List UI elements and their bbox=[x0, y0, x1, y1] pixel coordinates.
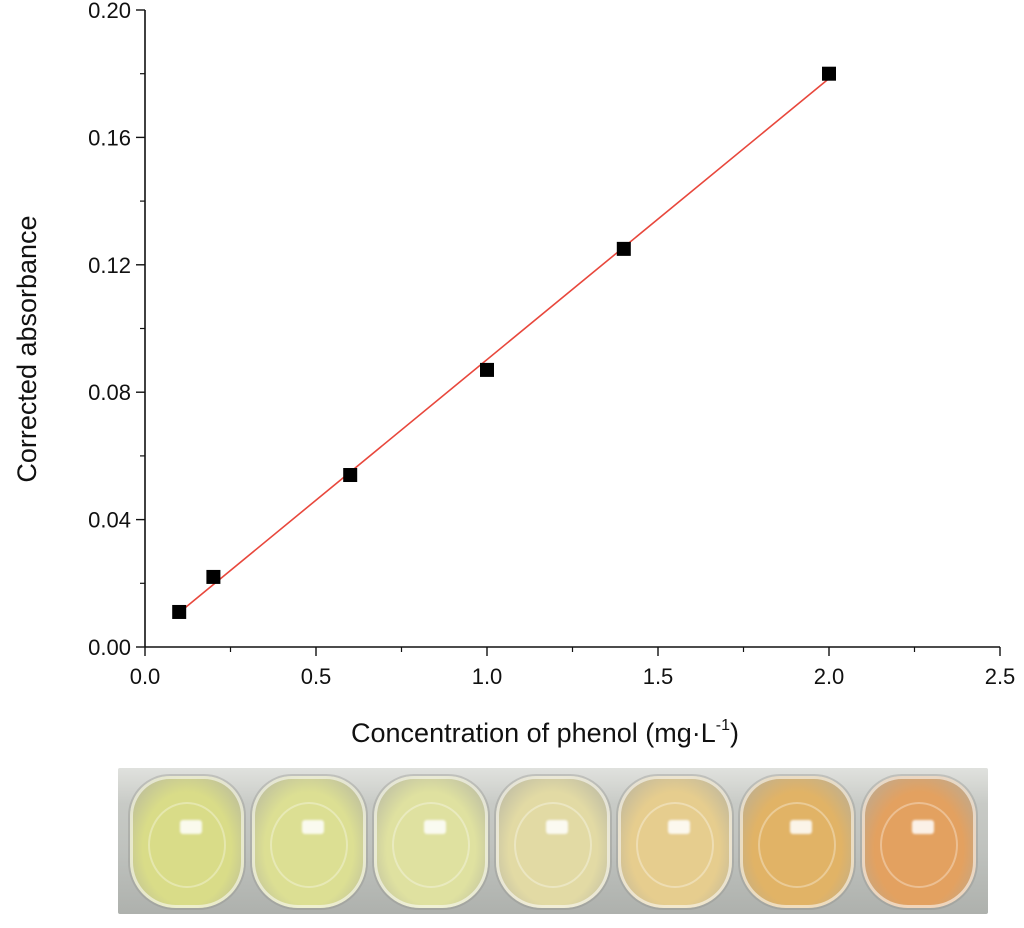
x-tick-label: 2.0 bbox=[814, 664, 845, 689]
chart-axes bbox=[144, 10, 1000, 648]
well-highlight bbox=[180, 820, 202, 834]
well-highlight bbox=[912, 820, 934, 834]
data-point bbox=[822, 66, 836, 81]
cuvette-well bbox=[130, 776, 244, 908]
x-tick-label: 1.0 bbox=[472, 664, 503, 689]
x-axis-title-sup: -1 bbox=[716, 717, 730, 734]
cuvette-well bbox=[374, 776, 488, 908]
y-tick-label: 0.12 bbox=[88, 253, 131, 278]
x-tick-label: 0.5 bbox=[301, 664, 332, 689]
well-meniscus bbox=[392, 802, 470, 888]
y-axis-title: Corrected absorbance bbox=[12, 215, 42, 482]
y-tick-label: 0.16 bbox=[88, 125, 131, 150]
well-meniscus bbox=[758, 802, 836, 888]
x-tick-label: 2.5 bbox=[985, 664, 1016, 689]
cuvette-well bbox=[862, 776, 976, 908]
y-tick-label: 0.20 bbox=[88, 0, 131, 23]
cuvette-photo bbox=[118, 768, 988, 914]
well-highlight bbox=[668, 820, 690, 834]
well-highlight bbox=[302, 820, 324, 834]
data-point bbox=[172, 604, 187, 619]
cuvette-well bbox=[252, 776, 366, 908]
x-axis-title-suffix: ) bbox=[730, 718, 739, 748]
well-meniscus bbox=[270, 802, 348, 888]
data-point bbox=[480, 362, 494, 377]
data-point bbox=[206, 569, 221, 584]
well-meniscus bbox=[880, 802, 958, 888]
cuvette-well bbox=[618, 776, 732, 908]
x-axis-title: Concentration of phenol (mg·L-1) bbox=[351, 717, 739, 748]
cuvette-well bbox=[740, 776, 854, 908]
data-points bbox=[172, 66, 836, 619]
well-highlight bbox=[546, 820, 568, 834]
calibration-chart: 0.0 0.5 1.0 1.5 2.0 2.5 0.00 0.04 0.08 0.12 0.16 0.… bbox=[12, 0, 1015, 748]
cuvette-well bbox=[496, 776, 610, 908]
well-meniscus bbox=[636, 802, 714, 888]
data-point bbox=[343, 468, 358, 483]
y-tick-label: 0.08 bbox=[88, 380, 131, 405]
well-meniscus bbox=[148, 802, 226, 888]
well-highlight bbox=[790, 820, 812, 834]
y-tick-label: 0.00 bbox=[88, 635, 131, 660]
chart-ticks: 0.0 0.5 1.0 1.5 2.0 2.5 0.00 0.04 0.08 0.12 0.16 0.… bbox=[88, 0, 1015, 689]
data-point bbox=[616, 241, 631, 256]
y-tick-label: 0.04 bbox=[88, 508, 131, 533]
fit-line-group bbox=[178, 77, 830, 614]
well-meniscus bbox=[514, 802, 592, 888]
fit-line bbox=[178, 77, 830, 614]
x-axis-title-main: Concentration of phenol (mg·L bbox=[351, 718, 716, 748]
x-tick-label: 1.5 bbox=[643, 664, 674, 689]
x-tick-label: 0.0 bbox=[130, 664, 161, 689]
well-highlight bbox=[424, 820, 446, 834]
